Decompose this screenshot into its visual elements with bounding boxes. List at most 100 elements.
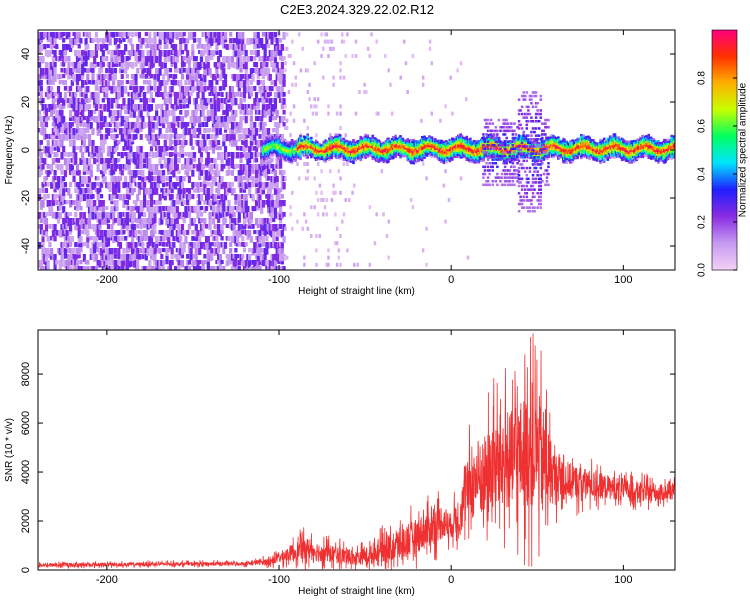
heatmap-cell [158, 176, 162, 184]
heatmap-cell [175, 230, 179, 237]
heatmap-cell [110, 32, 114, 38]
heatmap-cell [91, 194, 95, 199]
heatmap-cell [251, 170, 255, 175]
heatmap-cell [244, 140, 248, 148]
heatmap-cell [96, 62, 100, 67]
heatmap-cell [265, 164, 269, 169]
heatmap-cell [230, 170, 235, 176]
heatmap-cell [129, 50, 133, 57]
heatmap-cell [129, 62, 133, 67]
heatmap-cell [48, 80, 52, 85]
heatmap-cell [81, 158, 85, 163]
heatmap-cell [77, 98, 81, 105]
heatmap-cell [153, 212, 157, 220]
heatmap-cell [149, 50, 154, 58]
heatmap-cell [141, 266, 145, 270]
heatmap-cell [110, 248, 114, 255]
heatmap-cell [158, 248, 162, 254]
heatmap-cell [89, 170, 93, 178]
heatmap-cell [132, 230, 136, 238]
heatmap-cell [204, 170, 209, 178]
heatmap-cell [201, 260, 205, 266]
heatmap-cell [256, 50, 260, 58]
heatmap-cell [103, 44, 107, 49]
heatmap-cell [220, 122, 224, 127]
heatmap-cell [249, 80, 253, 85]
heatmap-cell [249, 128, 253, 136]
heatmap-cell [248, 230, 252, 238]
heatmap-cell [170, 260, 174, 266]
heatmap-cell [232, 236, 236, 244]
heatmap-cell [63, 122, 68, 130]
heatmap-cell [99, 152, 104, 158]
heatmap-cell [248, 188, 252, 196]
heatmap-cell [60, 170, 64, 175]
heatmap-cell [117, 86, 121, 92]
heatmap-cell [186, 104, 190, 109]
heatmap-cell [203, 62, 207, 70]
heatmap-cell [108, 212, 112, 220]
heatmap-cell [58, 140, 62, 148]
heatmap-cell [149, 224, 154, 229]
heatmap-cell [248, 158, 252, 164]
heatmap-cell [253, 128, 257, 135]
heatmap-cell [218, 200, 222, 205]
heatmap-cell [105, 236, 109, 242]
heatmap-cell [220, 116, 224, 123]
heatmap-cell [84, 128, 88, 133]
heatmap-cell [55, 122, 59, 127]
heatmap-cell [124, 116, 128, 121]
heatmap-cell [137, 242, 142, 247]
heatmap-cell [44, 182, 49, 187]
heatmap-cell [125, 158, 130, 164]
heatmap-cell [239, 110, 243, 115]
heatmap-cell [230, 116, 235, 121]
heatmap-cell [136, 44, 140, 52]
heatmap-cell [175, 56, 179, 63]
heatmap-cell [139, 212, 143, 217]
heatmap-cell [87, 50, 92, 58]
heatmap-cell [196, 86, 200, 91]
heatmap-cell [168, 68, 173, 73]
heatmap-cell [113, 158, 117, 166]
heatmap-cell [229, 242, 233, 247]
heatmap-cell [196, 194, 200, 199]
heatmap-cell [161, 230, 166, 236]
heatmap-cell [230, 182, 235, 187]
heatmap-cell [132, 92, 136, 100]
heatmap-cell [239, 194, 243, 201]
heatmap-cell [39, 224, 43, 232]
heatmap-cell [332, 46, 335, 51]
heatmap-cell [258, 38, 262, 45]
heatmap-cell [271, 155, 275, 158]
heatmap-cell [46, 260, 50, 266]
heatmap-cell [68, 224, 73, 232]
heatmap-cell [273, 92, 278, 98]
heatmap-cell [208, 176, 212, 181]
heatmap-cell [196, 128, 200, 133]
heatmap-cell [84, 62, 88, 67]
heatmap-cell [237, 200, 241, 207]
heatmap-cell [143, 158, 147, 164]
heatmap-cell [60, 140, 64, 148]
heatmap-cell [60, 176, 64, 184]
heatmap-cell [220, 242, 224, 248]
heatmap-cell [136, 68, 140, 74]
heatmap-cell [148, 224, 152, 229]
heatmap-cell [70, 128, 74, 136]
heatmap-cell [203, 218, 207, 226]
heatmap-cell [118, 110, 123, 118]
heatmap-cell [117, 44, 121, 49]
heatmap-cell [294, 82, 298, 87]
heatmap-cell [155, 260, 159, 268]
heatmap-cell [273, 200, 278, 208]
heatmap-cell [55, 260, 59, 265]
heatmap-cell [68, 170, 73, 175]
heatmap-cell [237, 218, 241, 223]
heatmap-cell [215, 230, 219, 236]
heatmap-cell [124, 68, 128, 74]
heatmap-cell [180, 56, 185, 63]
heatmap-cell [364, 156, 367, 159]
heatmap-cell [51, 212, 55, 219]
heatmap-cell [165, 110, 169, 118]
